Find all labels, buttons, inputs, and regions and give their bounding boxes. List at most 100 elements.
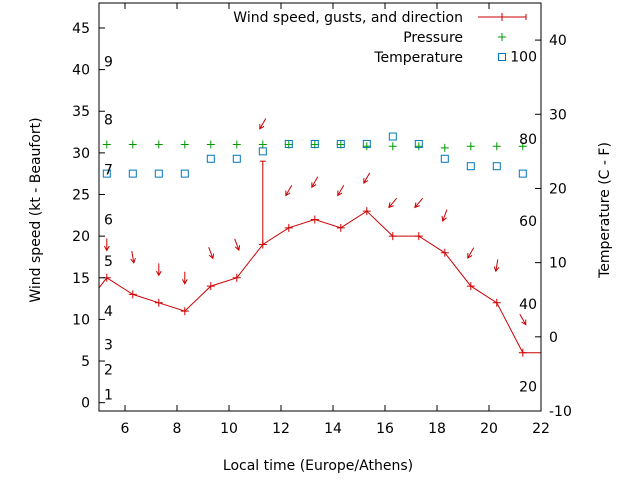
x-tick-label: 12 [272, 421, 290, 437]
y-axis-label-left: Wind speed (kt - Beaufort) [28, 117, 44, 302]
fahrenheit-label: 100 [510, 49, 537, 65]
x-tick-label: 10 [220, 421, 238, 437]
wind-speed-point [154, 298, 163, 307]
wind-direction-arrow [363, 172, 371, 184]
temperature-point [518, 169, 527, 178]
fahrenheit-label: 60 [519, 214, 537, 230]
wind-speed-point [492, 298, 501, 307]
plot-frame [98, 2, 542, 412]
x-tick-label: 18 [428, 421, 446, 437]
pressure-point [492, 142, 501, 151]
beaufort-label: 8 [104, 113, 113, 129]
wind-direction-arrow [519, 313, 527, 326]
wind-speed-point [336, 223, 345, 232]
fahrenheit-label: 20 [519, 380, 537, 396]
y-tick-label-left: 30 [72, 146, 90, 162]
legend-temperature-marker [498, 53, 506, 61]
pressure-point [466, 142, 475, 151]
temperature-point [206, 154, 215, 163]
x-tick-label: 8 [173, 421, 182, 437]
wind-speed-point [232, 273, 241, 282]
temperature-point [258, 147, 267, 156]
temperature-point [154, 169, 163, 178]
y-tick-label-right: -10 [549, 404, 572, 420]
pressure-point [206, 140, 215, 149]
beaufort-label: 1 [104, 387, 113, 403]
y-tick-label-right: 10 [549, 256, 567, 272]
temperature-point [336, 139, 345, 148]
pressure-point [232, 140, 241, 149]
wind-direction-arrow [155, 263, 162, 277]
wind-speed-point [128, 290, 137, 299]
x-tick-label: 22 [532, 421, 550, 437]
wind-speed-point [310, 215, 319, 224]
wind-speed-point [362, 207, 371, 216]
temperature-point [466, 162, 475, 171]
wind-speed-point [414, 232, 423, 241]
wind-direction-arrow [337, 184, 345, 197]
beaufort-label: 2 [104, 362, 113, 378]
legend-pressure-marker [498, 33, 506, 41]
y-tick-label-left: 15 [72, 271, 90, 287]
temperature-point [232, 154, 241, 163]
beaufort-label: 9 [104, 54, 113, 70]
y-tick-label-left: 40 [72, 63, 90, 79]
wind-speed-line [99, 210, 541, 354]
beaufort-label: 5 [104, 254, 113, 270]
temperature-point [440, 154, 449, 163]
temperature-point [362, 139, 371, 148]
wind-direction-arrow [259, 118, 267, 130]
y-tick-label-left: 35 [72, 104, 90, 120]
wind-direction-arrow [285, 184, 293, 197]
y-tick-label-left: 25 [72, 188, 90, 204]
wind-direction-arrow [441, 209, 448, 222]
legend-label: Pressure [403, 30, 463, 46]
beaufort-label: 7 [104, 163, 113, 179]
temperature-point [414, 139, 423, 148]
y-tick-label-left: 10 [72, 312, 90, 328]
y-tick-label-left: 5 [81, 354, 90, 370]
fahrenheit-label: 40 [519, 297, 537, 313]
y-tick-label-left: 45 [72, 21, 90, 37]
wind-direction-arrow [130, 251, 136, 264]
fahrenheit-label: 80 [519, 132, 537, 148]
wind-direction-arrow [208, 247, 215, 260]
temperature-point [388, 132, 397, 141]
wind-direction-arrow [181, 271, 188, 285]
temperature-point [492, 162, 501, 171]
wind-direction-arrow [234, 238, 241, 252]
series-group [99, 118, 541, 357]
beaufort-label: 3 [104, 337, 113, 353]
pressure-point [102, 140, 111, 149]
pressure-point [154, 140, 163, 149]
beaufort-label: 6 [104, 212, 113, 228]
pressure-point [518, 142, 527, 151]
pressure-point [258, 140, 267, 149]
pressure-point [128, 140, 137, 149]
wind-speed-point [388, 232, 397, 241]
wind-speed-point [284, 223, 293, 232]
y-tick-label-left: 0 [81, 396, 90, 412]
wind-direction-arrow [103, 238, 110, 252]
x-tick-label: 16 [376, 421, 394, 437]
y-tick-label-right: 0 [549, 330, 558, 346]
y-axis-label-right: Temperature (C - F) [597, 142, 613, 279]
y-tick-label-left: 20 [72, 229, 90, 245]
temperature-point [284, 139, 293, 148]
temperature-point [310, 139, 319, 148]
temperature-point [180, 169, 189, 178]
y-tick-label-right: 40 [549, 33, 567, 49]
wind-speed-point [180, 307, 189, 316]
x-tick-label: 20 [480, 421, 498, 437]
wind-direction-arrow [467, 247, 475, 259]
wind-speed-point [440, 248, 449, 257]
pressure-point [388, 142, 397, 151]
x-tick-label: 6 [121, 421, 130, 437]
y-tick-label-right: 30 [549, 107, 567, 123]
x-tick-label: 14 [324, 421, 342, 437]
x-axis-label: Local time (Europe/Athens) [223, 458, 413, 474]
wind-direction-arrow [388, 197, 398, 209]
wind-speed-point [206, 282, 215, 291]
legend-wind-marker [498, 13, 506, 21]
